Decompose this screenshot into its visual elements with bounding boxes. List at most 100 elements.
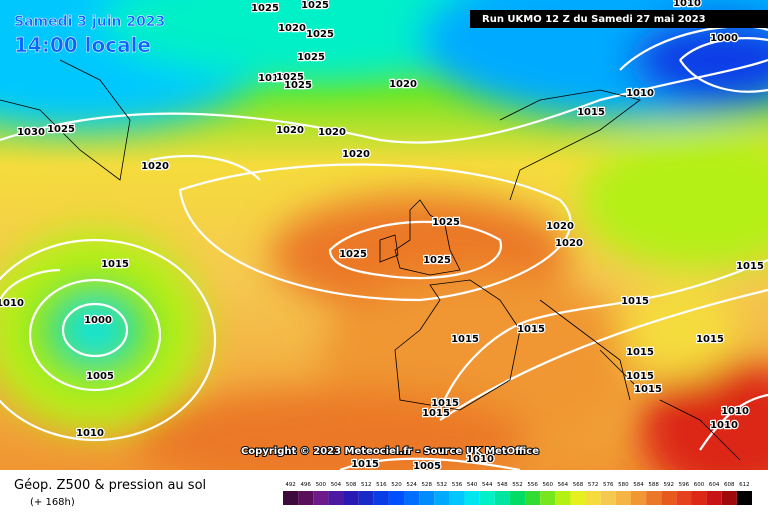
isobar-label: 1025: [276, 72, 304, 83]
scale-swatch: [615, 491, 631, 505]
isobar-label: 1010: [466, 454, 494, 465]
isobar-label: 1015: [431, 398, 459, 409]
isobar-label: 1010: [76, 428, 104, 439]
scale-swatch: [298, 491, 314, 505]
isobar-label: 1010: [710, 420, 738, 431]
scale-label: 492: [285, 482, 296, 488]
isobar-label: 1015: [626, 371, 654, 382]
isobar-label: 1015: [422, 408, 450, 419]
isobar-label: 1010: [721, 406, 749, 417]
isobar-label: 1000: [710, 33, 738, 44]
scale-swatch: [479, 491, 495, 505]
isobar-label: 1025: [301, 0, 329, 11]
scale-label: 548: [497, 482, 508, 488]
isobar-label: 1005: [413, 461, 441, 472]
scale-label: 596: [679, 482, 690, 488]
scale-swatch: [736, 491, 752, 505]
isobars: [0, 25, 768, 470]
scale-label: 608: [724, 482, 735, 488]
scale-label: 520: [391, 482, 402, 488]
scale-label: 560: [543, 482, 554, 488]
scale-label: 588: [648, 482, 659, 488]
isobar-label: 1015: [621, 296, 649, 307]
scale-label: 544: [482, 482, 493, 488]
scale-swatch: [283, 491, 299, 505]
scale-label: 516: [376, 482, 387, 488]
isobar-label: 1015: [626, 347, 654, 358]
isobar-label: 1015: [634, 384, 662, 395]
scale-swatch: [419, 491, 435, 505]
scale-swatch: [525, 491, 541, 505]
scale-swatch: [691, 491, 707, 505]
scale-label: 564: [558, 482, 569, 488]
scale-swatch: [464, 491, 480, 505]
isobar-label: 1025: [297, 52, 325, 63]
isobar-label: 1015: [696, 334, 724, 345]
isobar-label: 1010: [673, 0, 701, 9]
scale-swatch: [630, 491, 647, 505]
scale-swatch: [434, 491, 450, 505]
scale-label: 592: [664, 482, 675, 488]
scale-label: 496: [300, 482, 311, 488]
isobar-label: 1020: [318, 127, 346, 138]
scale-swatch: [388, 491, 405, 505]
isobar-label: 1010: [0, 298, 24, 309]
isobar-label: 1020: [278, 23, 306, 34]
scale-label: 508: [346, 482, 357, 488]
scale-swatch: [494, 491, 510, 505]
scale-swatch: [661, 491, 677, 505]
isobar-label: 1015: [101, 259, 129, 270]
scale-label: 572: [588, 482, 599, 488]
field: Run UKMO 12 Z du Samedi 27 mai 2023 Same…: [0, 0, 768, 472]
scale-label: 528: [421, 482, 432, 488]
scale-label: 584: [633, 482, 644, 488]
scale-swatch: [343, 491, 359, 505]
isobar-label: 1025: [306, 29, 334, 40]
date: Samedi 3 juin 2023: [14, 14, 165, 30]
scale-swatch: [570, 491, 586, 505]
isobar-label: 1015: [517, 324, 545, 335]
isobar-label: 1005: [86, 371, 114, 382]
run-box: [470, 10, 768, 28]
isobar-label: 1030: [17, 127, 45, 138]
isobar-label: 1025: [47, 124, 75, 135]
scale-label: 504: [331, 482, 342, 488]
scale-label: 512: [361, 482, 372, 488]
isobar-label: 1020: [342, 149, 370, 160]
isobar-label: 1020: [141, 161, 169, 172]
isobar-label: 1025: [432, 217, 460, 228]
coastlines: [0, 59, 741, 461]
scale-label: 552: [512, 482, 523, 488]
isobar-label: 1020: [276, 125, 304, 136]
isobar-label: 1020: [546, 221, 574, 232]
scale-label: 536: [452, 482, 463, 488]
copyright: Copyright © 2023 Meteociel.fr - Source U…: [241, 446, 539, 457]
scale-label: 604: [709, 482, 720, 488]
scale-swatch: [373, 491, 389, 505]
scale-label: 568: [573, 482, 584, 488]
isobar-label: 1020: [555, 238, 583, 249]
scale-swatch: [646, 491, 662, 505]
isobar-label: 1020: [389, 79, 417, 90]
isobar-label: 1025: [251, 3, 279, 14]
scale-swatch: [358, 491, 374, 505]
scale-swatch: [328, 491, 344, 505]
isobar-label: 1010: [626, 88, 654, 99]
isobar-label: 1015: [451, 334, 479, 345]
isobar-label: 1025: [339, 249, 367, 260]
scale-swatch: [600, 491, 616, 505]
scale-swatch: [509, 491, 526, 505]
scale-swatch: [540, 491, 556, 505]
scale-swatch: [585, 491, 601, 505]
scale-label: 532: [437, 482, 448, 488]
scale-label: 556: [527, 482, 538, 488]
isobar-label: 1015: [577, 107, 605, 118]
isobar-label: 1015: [351, 459, 379, 470]
scale-swatch: [555, 491, 571, 505]
scale-swatch: [404, 491, 420, 505]
run-info: Run UKMO 12 Z du Samedi 27 mai 2023: [482, 14, 706, 25]
scale-swatch: [721, 491, 737, 505]
scale-label: 500: [316, 482, 327, 488]
